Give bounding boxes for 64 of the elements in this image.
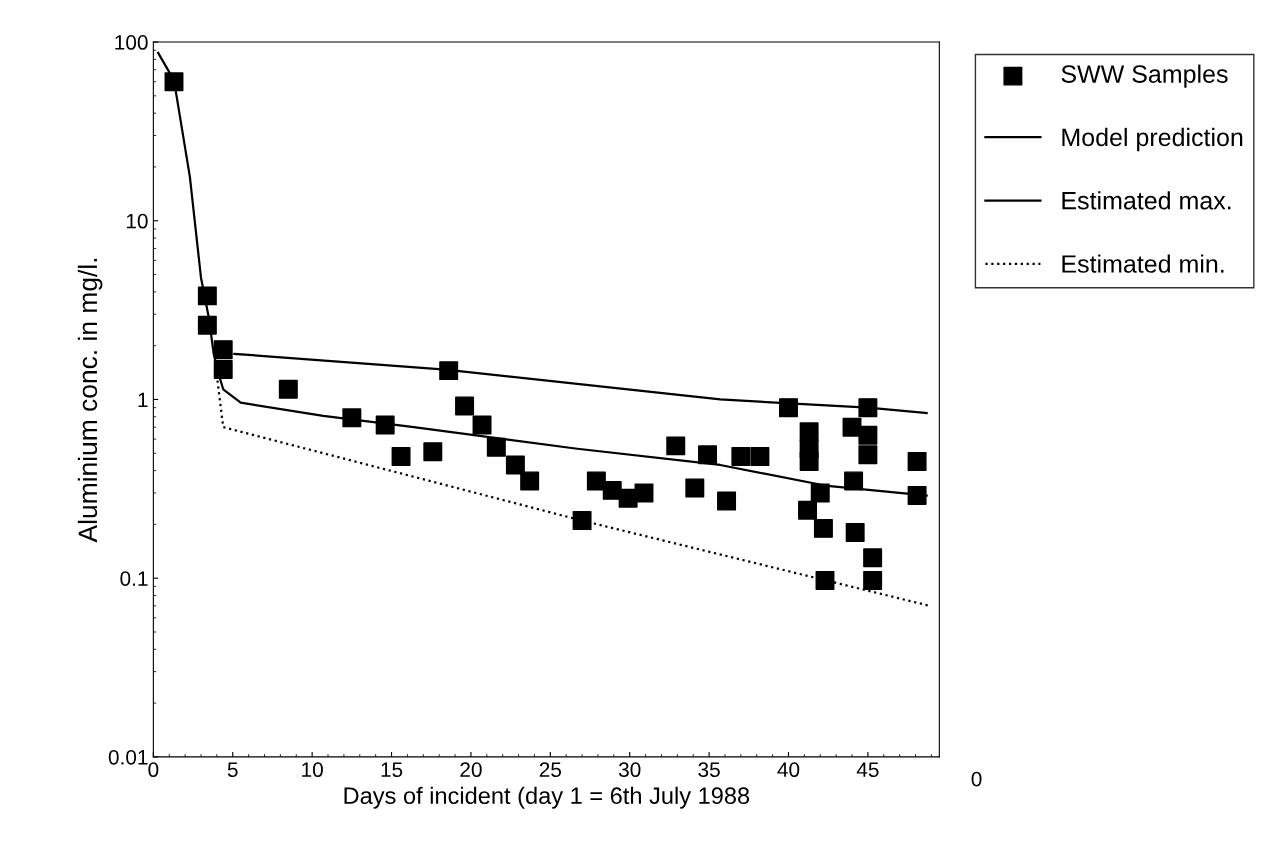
point	[164, 72, 184, 92]
legend-label: Estimated max.	[1062, 191, 1231, 210]
point	[858, 425, 878, 445]
point	[472, 415, 492, 435]
y-tick-label: 10	[126, 213, 148, 229]
point	[858, 445, 878, 465]
point	[731, 446, 751, 466]
point	[798, 500, 818, 520]
legend-label: SWW Samples	[1061, 64, 1228, 88]
x-tick-label: 25	[539, 762, 562, 778]
point	[666, 436, 686, 456]
point	[278, 379, 298, 399]
point	[423, 442, 443, 462]
x-tick-label: 10	[302, 762, 323, 778]
x-axis-title: Days of incident (day 1 = 6th July 1988	[344, 786, 750, 809]
point	[907, 486, 927, 506]
point	[520, 471, 540, 491]
point	[342, 408, 362, 428]
x-tick-label: 0	[148, 762, 159, 778]
y-tick-label: 0.01	[108, 749, 148, 765]
point	[505, 455, 525, 475]
point	[455, 396, 475, 416]
x-tick-label: 30	[618, 762, 641, 778]
point	[197, 286, 217, 306]
legend-label: Model prediction	[1062, 127, 1243, 152]
point	[813, 518, 833, 538]
point	[698, 445, 717, 465]
point	[844, 471, 864, 491]
y-tick-label: 100	[115, 35, 148, 50]
x-tick-label: 35	[698, 762, 720, 778]
point	[572, 511, 592, 531]
point	[815, 571, 835, 591]
point	[213, 360, 233, 380]
point	[779, 398, 798, 418]
point	[685, 478, 705, 498]
point	[618, 488, 638, 508]
point	[486, 437, 506, 457]
point	[863, 548, 883, 568]
point	[213, 340, 233, 360]
point	[863, 571, 883, 591]
point	[586, 471, 606, 491]
y-tick-label: 1	[138, 392, 148, 408]
x-tick-label: 5	[227, 762, 238, 778]
x-tick-label: 45	[856, 762, 879, 778]
point	[197, 315, 217, 335]
x-tick-label: 20	[460, 762, 482, 778]
point	[717, 491, 737, 511]
legend-label: Estimated min.	[1062, 254, 1224, 273]
point	[602, 480, 622, 500]
y-axis-title: Aluminium conc. in mg/l.	[77, 258, 103, 543]
point	[799, 422, 819, 442]
x-tick-label: 40	[777, 762, 800, 778]
point	[810, 483, 830, 503]
point	[799, 451, 819, 471]
y-tick-label: 0.1	[120, 571, 148, 586]
point	[391, 446, 411, 466]
point	[907, 451, 927, 471]
point	[750, 446, 770, 466]
point	[375, 415, 395, 435]
point	[845, 523, 865, 543]
point	[634, 483, 654, 503]
point	[439, 361, 459, 381]
point	[858, 398, 878, 418]
x-tick-label: 15	[381, 762, 403, 778]
